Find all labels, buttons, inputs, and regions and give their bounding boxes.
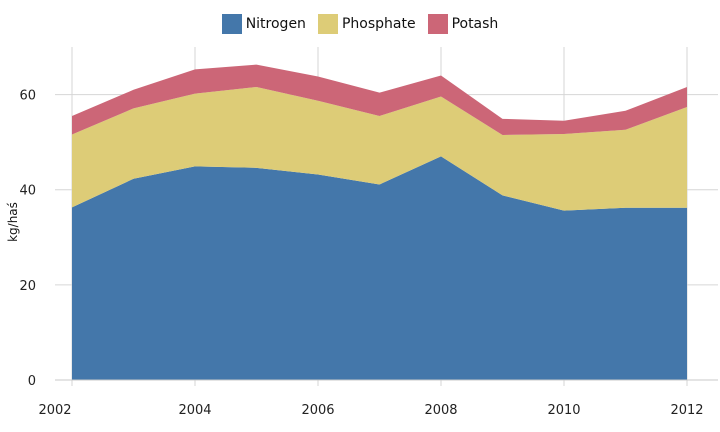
y-tick-label: 0 [28, 374, 36, 389]
legend-swatch-nitrogen [221, 14, 242, 34]
areas [72, 64, 687, 380]
legend-item-potash: Potash [427, 14, 499, 34]
legend-label-potash: Potash [451, 16, 499, 32]
y-tick-label: 20 [19, 279, 36, 294]
x-tick-label: 2002 [38, 403, 71, 418]
legend-swatch-phosphate [317, 14, 338, 34]
x-tick-label: 2012 [670, 403, 703, 418]
y-tick-label: 40 [19, 184, 36, 199]
area-phosphate [72, 86, 687, 211]
legend-item-phosphate: Phosphate [317, 14, 416, 34]
area-nitrogen [72, 156, 687, 380]
area-potash [72, 64, 687, 136]
x-tick-label: 2010 [547, 403, 580, 418]
x-tick-label: 2006 [301, 403, 334, 418]
legend-label-nitrogen: Nitrogen [245, 16, 306, 32]
legend: Nitrogen Phosphate Potash [0, 14, 720, 34]
y-axis-label: kg/haś [6, 202, 20, 242]
x-tick-label: 2008 [424, 403, 457, 418]
legend-item-nitrogen: Nitrogen [221, 14, 306, 34]
x-tick-label: 2004 [178, 403, 211, 418]
legend-swatch-potash [427, 14, 448, 34]
legend-label-phosphate: Phosphate [341, 16, 416, 32]
axes: 0 20 40 60 2002 2004 2006 2008 2010 2012 [19, 89, 718, 418]
y-tick-label: 60 [19, 89, 36, 104]
